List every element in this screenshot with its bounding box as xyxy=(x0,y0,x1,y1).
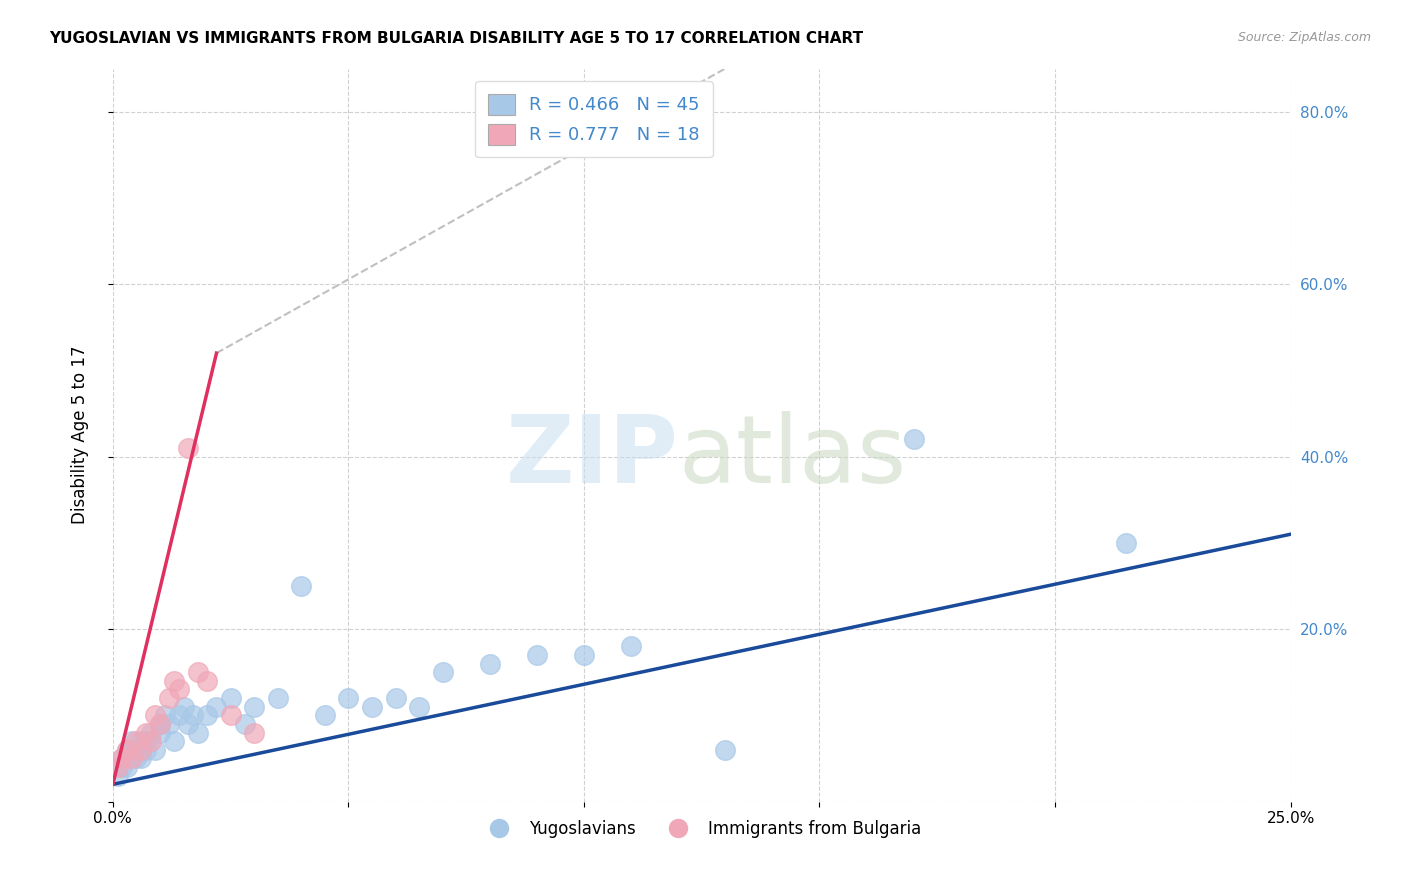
Point xyxy=(157,717,180,731)
Point xyxy=(526,648,548,662)
Point xyxy=(337,691,360,706)
Point xyxy=(187,725,209,739)
Point xyxy=(478,657,501,671)
Point xyxy=(139,734,162,748)
Point xyxy=(177,717,200,731)
Point xyxy=(1115,536,1137,550)
Point xyxy=(187,665,209,680)
Point xyxy=(195,708,218,723)
Text: YUGOSLAVIAN VS IMMIGRANTS FROM BULGARIA DISABILITY AGE 5 TO 17 CORRELATION CHART: YUGOSLAVIAN VS IMMIGRANTS FROM BULGARIA … xyxy=(49,31,863,46)
Point xyxy=(135,725,157,739)
Point xyxy=(121,751,143,765)
Point xyxy=(129,734,152,748)
Point xyxy=(163,734,186,748)
Legend: Yugoslavians, Immigrants from Bulgaria: Yugoslavians, Immigrants from Bulgaria xyxy=(475,814,928,845)
Point xyxy=(384,691,406,706)
Point xyxy=(125,751,148,765)
Point xyxy=(143,708,166,723)
Point xyxy=(149,717,172,731)
Point xyxy=(243,699,266,714)
Point xyxy=(135,743,157,757)
Point xyxy=(314,708,336,723)
Text: ZIP: ZIP xyxy=(505,411,678,503)
Point xyxy=(243,725,266,739)
Point xyxy=(290,579,312,593)
Point xyxy=(361,699,384,714)
Y-axis label: Disability Age 5 to 17: Disability Age 5 to 17 xyxy=(72,346,89,524)
Point xyxy=(129,743,152,757)
Point xyxy=(149,717,172,731)
Point xyxy=(129,751,152,765)
Point xyxy=(163,673,186,688)
Point xyxy=(195,673,218,688)
Point xyxy=(111,760,134,774)
Point xyxy=(135,734,157,748)
Point xyxy=(432,665,454,680)
Point xyxy=(205,699,228,714)
Point xyxy=(620,640,643,654)
Point xyxy=(107,769,129,783)
Point xyxy=(111,751,134,765)
Point xyxy=(267,691,290,706)
Point xyxy=(125,743,148,757)
Point xyxy=(139,725,162,739)
Point xyxy=(107,760,129,774)
Point xyxy=(115,743,138,757)
Point xyxy=(572,648,595,662)
Point xyxy=(903,433,925,447)
Point xyxy=(115,743,138,757)
Text: atlas: atlas xyxy=(678,411,907,503)
Point xyxy=(125,734,148,748)
Point xyxy=(121,751,143,765)
Point xyxy=(143,743,166,757)
Point xyxy=(121,734,143,748)
Point xyxy=(167,708,190,723)
Point xyxy=(714,743,737,757)
Point xyxy=(149,725,172,739)
Point xyxy=(219,708,242,723)
Point xyxy=(181,708,204,723)
Point xyxy=(115,760,138,774)
Point xyxy=(111,751,134,765)
Point xyxy=(177,441,200,455)
Point xyxy=(173,699,195,714)
Point xyxy=(167,682,190,697)
Point xyxy=(157,691,180,706)
Point xyxy=(233,717,256,731)
Text: Source: ZipAtlas.com: Source: ZipAtlas.com xyxy=(1237,31,1371,45)
Point xyxy=(153,708,176,723)
Point xyxy=(219,691,242,706)
Point xyxy=(408,699,430,714)
